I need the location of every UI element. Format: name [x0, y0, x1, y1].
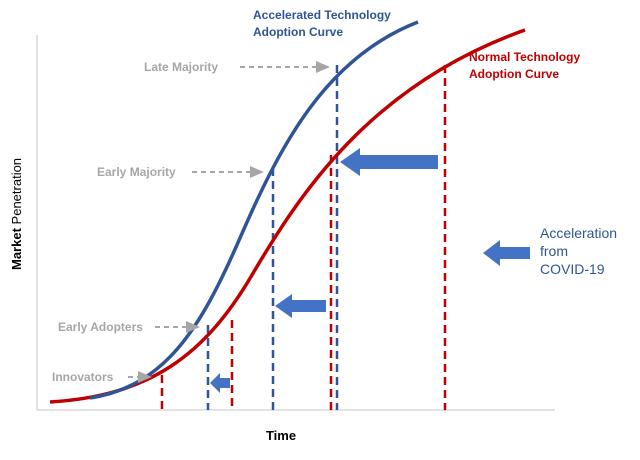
stage-label: Early Adopters: [58, 320, 143, 334]
accelerated-curve: [89, 20, 419, 400]
block-arrows: [210, 148, 530, 393]
stage-label: Late Majority: [144, 60, 218, 74]
stage-label: Early Majority: [97, 165, 176, 179]
annotation: Acceleration from COVID-19: [540, 225, 617, 277]
y-axis-label: Market Penetration: [9, 158, 24, 270]
accelerated-label: Accelerated Technology Adoption Curve: [253, 8, 391, 39]
x-axis-label: Time: [266, 428, 296, 443]
blue-dashes: [206, 65, 339, 410]
red-dashes: [160, 65, 447, 410]
stage-pointers: [128, 61, 330, 383]
normal-label: Normal Technology Adoption Curve: [469, 50, 580, 81]
stage-label: Innovators: [52, 370, 114, 384]
normal-curve: [49, 28, 526, 404]
